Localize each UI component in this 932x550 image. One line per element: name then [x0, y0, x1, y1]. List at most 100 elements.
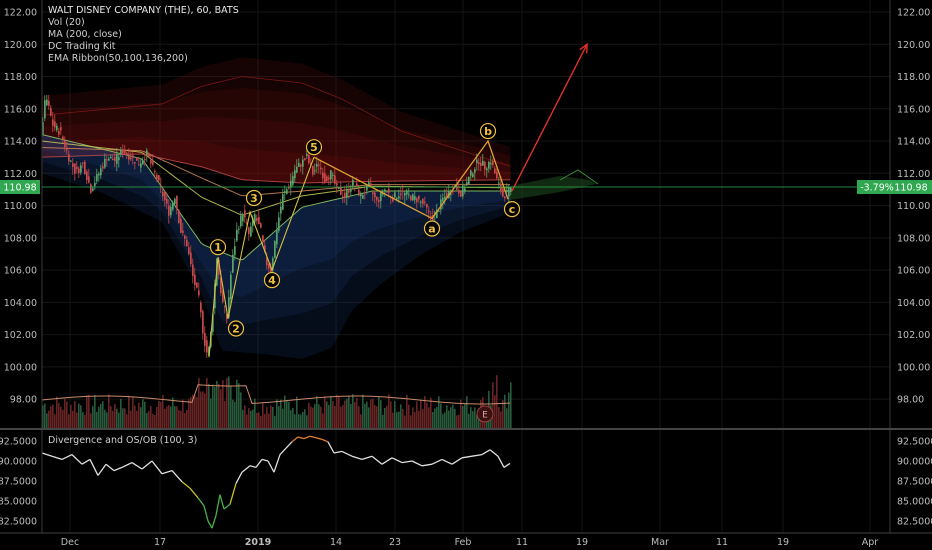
candle-body [148, 152, 150, 158]
volume-bar [116, 408, 118, 428]
wave-marker-2 [227, 320, 245, 337]
candle-body [58, 131, 60, 135]
volume-bar [492, 382, 494, 428]
candle-body [258, 217, 260, 225]
candle-body [502, 188, 504, 197]
candle-body [444, 196, 446, 199]
volume-bar [496, 375, 498, 428]
ma-200-line [41, 76, 511, 167]
candle-body [314, 170, 316, 172]
candle-body [420, 201, 422, 203]
oscillator-segment [321, 438, 329, 443]
oscillator-segment [441, 458, 453, 465]
volume-bar [362, 394, 364, 428]
volume-bar [142, 399, 144, 428]
oscillator-segment [197, 497, 205, 507]
oscillator-segment [285, 441, 293, 449]
candle-body [222, 291, 224, 302]
candle-body [392, 197, 394, 202]
volume-bar [338, 396, 340, 428]
oscillator-segment [303, 435, 311, 440]
candle-body [460, 191, 462, 197]
volume-bar [390, 401, 392, 428]
candle-body [48, 100, 50, 106]
candle-body [424, 201, 426, 203]
volume-bar [166, 406, 168, 428]
volume-bar [342, 405, 344, 428]
candle-body [494, 168, 496, 174]
volume-bar [130, 410, 132, 428]
volume-bar [140, 407, 142, 428]
earnings-badge[interactable] [476, 405, 494, 423]
candle-body [164, 192, 166, 201]
volume-bar [68, 414, 70, 428]
volume-bar [80, 405, 82, 428]
oscillator-segment [503, 462, 511, 468]
symbol-title: WALT DISNEY COMPANY (THE), 60, BATS [48, 5, 239, 16]
volume-bar [420, 399, 422, 428]
volume-bar [448, 410, 450, 428]
legend-kit[interactable]: DC Trading Kit [48, 41, 116, 52]
candle-body [166, 198, 168, 204]
wave-marker-1 [209, 239, 227, 256]
candle-body [140, 163, 142, 168]
candle-body [476, 159, 478, 164]
candle-body [226, 314, 228, 320]
legend-oscillator[interactable]: Divergence and OS/OB (100, 3) [48, 435, 198, 446]
candle-body [438, 210, 440, 212]
candle-body [100, 168, 102, 176]
candle-body [298, 163, 300, 167]
candle-body [386, 191, 388, 193]
legend-ema-ribbon[interactable]: EMA Ribbon(50,100,136,200) [48, 53, 188, 64]
volume-bar [286, 400, 288, 428]
oscillator-segment [481, 449, 491, 456]
legend-vol[interactable]: Vol (20) [48, 17, 85, 28]
candle-body [102, 166, 104, 169]
osc-tick-right: 87.5000 [897, 477, 932, 488]
candle-body [384, 189, 386, 191]
volume-bar [316, 396, 318, 428]
candle-body [242, 214, 244, 222]
x-tick-label: 14 [330, 537, 342, 548]
volume-bar [172, 397, 174, 428]
candle-body [254, 214, 256, 223]
volume-bar [392, 412, 394, 428]
volume-bar [250, 410, 252, 428]
candle-body [320, 167, 322, 170]
candle-body [496, 171, 498, 179]
oscillator-segment [249, 465, 257, 469]
legend-ma[interactable]: MA (200, close) [48, 29, 122, 40]
candle-body [274, 241, 276, 259]
volume-bar [212, 384, 214, 428]
oscillator-segment [461, 455, 473, 459]
candle-body [364, 192, 366, 194]
volume-bar [146, 413, 148, 428]
wave-label-2: 2 [232, 322, 240, 335]
volume-bar [98, 406, 100, 428]
candle-body [138, 164, 140, 166]
candle-body [130, 157, 132, 160]
candle-body [422, 198, 424, 205]
volume-bar [502, 400, 504, 428]
volume-bar [312, 407, 314, 428]
candle-body [498, 182, 500, 184]
volume-bar [238, 383, 240, 428]
volume-bar [326, 401, 328, 428]
osc-tick-left: 90.0000 [0, 457, 37, 468]
volume-bar [70, 405, 72, 428]
volume-bar [124, 408, 126, 428]
volume-bar [440, 403, 442, 428]
candle-body [458, 190, 460, 194]
volume-bar [508, 392, 510, 428]
volume-bar [400, 404, 402, 428]
projection-arrow-head [579, 42, 588, 54]
volume-bar [220, 389, 222, 428]
volume-bars [41, 375, 512, 428]
candle-body [144, 158, 146, 161]
candle-body [56, 125, 58, 131]
volume-bar [300, 414, 302, 428]
volume-bar [304, 409, 306, 428]
oscillator-segment [297, 436, 305, 440]
candle-body [480, 162, 482, 166]
